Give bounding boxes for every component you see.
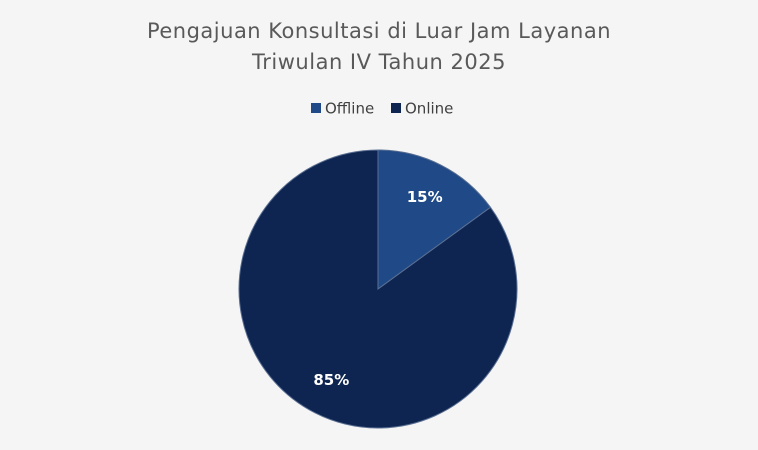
pie-slice [377,149,492,290]
pie-slice [238,149,518,429]
data-label: 85% [313,371,349,389]
legend-swatch [311,103,321,113]
legend-label: Offline [325,100,374,118]
chart-title: Triwulan IV Tahun 2025 [251,50,506,74]
data-label: 15% [407,188,443,206]
legend-swatch [391,103,401,113]
chart-title: Pengajuan Konsultasi di Luar Jam Layanan [147,19,611,43]
legend-label: Online [405,100,453,118]
